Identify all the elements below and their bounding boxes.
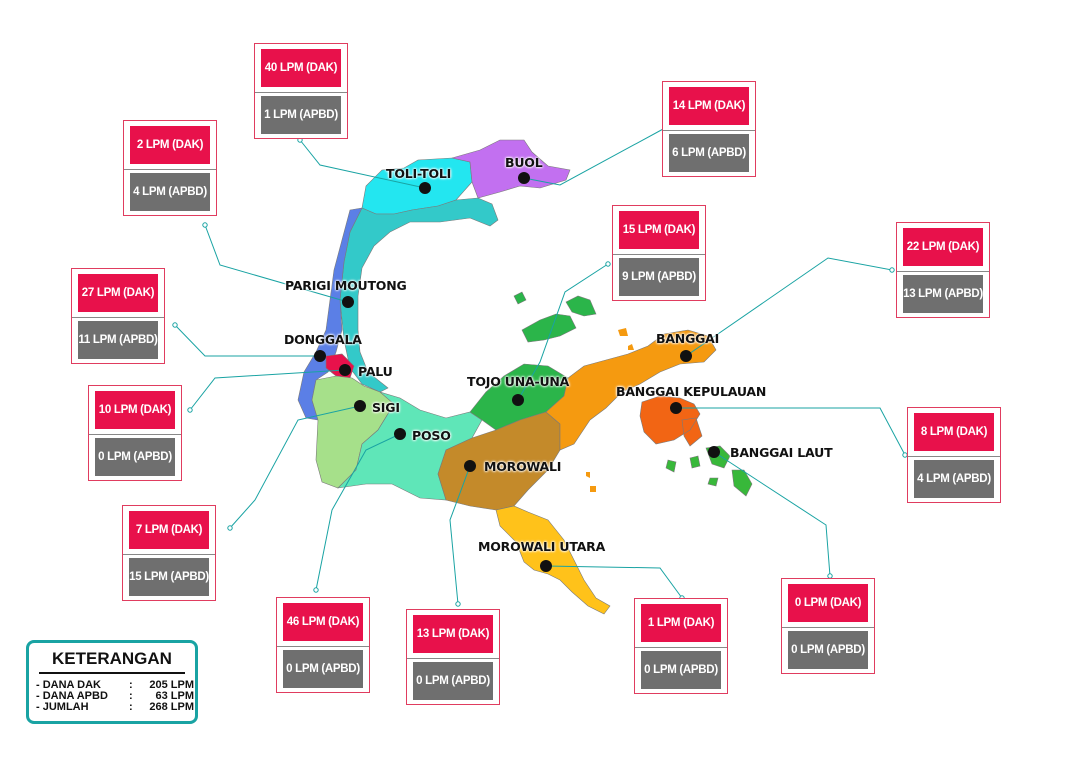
marker-tolitoli	[419, 182, 431, 194]
dak-value: 27 LPM (DAK)	[78, 274, 158, 312]
region-banggai	[545, 329, 717, 451]
label-banggailaut: BANGGAI LAUT	[730, 445, 833, 460]
label-banggai: BANGGAI	[656, 331, 720, 346]
apbd-value: 11 LPM (APBD)	[78, 321, 158, 359]
dak-value: 40 LPM (DAK)	[261, 49, 341, 87]
legend-value: 205 LPM	[149, 679, 194, 691]
apbd-value: 0 LPM (APBD)	[283, 650, 363, 688]
apbd-value: 15 LPM (APBD)	[129, 558, 209, 596]
apbd-value: 0 LPM (APBD)	[413, 662, 493, 700]
label-donggala: DONGGALA	[284, 332, 362, 347]
marker-banggailaut	[708, 446, 720, 458]
label-sigi: SIGI	[372, 400, 400, 415]
apbd-value: 4 LPM (APBD)	[130, 173, 210, 211]
dak-value: 10 LPM (DAK)	[95, 391, 175, 429]
dak-value: 2 LPM (DAK)	[130, 126, 210, 164]
dak-value: 8 LPM (DAK)	[914, 413, 994, 451]
box-palu: 10 LPM (DAK) 0 LPM (APBD)	[88, 385, 182, 481]
box-buol: 14 LPM (DAK) 6 LPM (APBD)	[662, 81, 756, 177]
legend-panel: KETERANGAN - DANA DAK : 205 LPM - DANA A…	[26, 640, 198, 724]
apbd-value: 13 LPM (APBD)	[903, 275, 983, 313]
apbd-value: 0 LPM (APBD)	[788, 631, 868, 669]
marker-banggaikep	[670, 402, 682, 414]
marker-tojo	[512, 394, 524, 406]
apbd-value: 0 LPM (APBD)	[641, 651, 721, 689]
marker-palu	[339, 364, 351, 376]
legend-colon: :	[129, 690, 133, 702]
label-parigi: PARIGI MOUTONG	[285, 278, 407, 293]
legend-value: 63 LPM	[155, 690, 194, 702]
label-buol: BUOL	[505, 155, 543, 170]
dak-value: 22 LPM (DAK)	[903, 228, 983, 266]
marker-buol	[518, 172, 530, 184]
region-buol	[451, 139, 571, 199]
marker-donggala	[314, 350, 326, 362]
label-banggaikep: BANGGAI KEPULAUAN	[616, 384, 767, 399]
box-banggailaut: 0 LPM (DAK) 0 LPM (APBD)	[781, 578, 875, 674]
legend-key: - DANA APBD	[36, 690, 108, 702]
dak-value: 15 LPM (DAK)	[619, 211, 699, 249]
label-palu: PALU	[358, 364, 393, 379]
box-morowali: 13 LPM (DAK) 0 LPM (APBD)	[406, 609, 500, 705]
dak-value: 0 LPM (DAK)	[788, 584, 868, 622]
box-tojo: 15 LPM (DAK) 9 LPM (APBD)	[612, 205, 706, 301]
legend-title: KETERANGAN	[52, 649, 172, 668]
legend-colon: :	[129, 679, 133, 691]
dak-value: 1 LPM (DAK)	[641, 604, 721, 642]
islet	[618, 328, 634, 350]
legend-divider	[39, 672, 185, 674]
label-tojo: TOJO UNA-UNA	[467, 374, 570, 389]
marker-parigi	[342, 296, 354, 308]
legend-value: 268 LPM	[149, 701, 194, 713]
islet	[586, 472, 596, 492]
label-poso: POSO	[412, 428, 451, 443]
box-donggala: 27 LPM (DAK) 11 LPM (APBD)	[71, 268, 165, 364]
apbd-value: 9 LPM (APBD)	[619, 258, 699, 296]
apbd-value: 0 LPM (APBD)	[95, 438, 175, 476]
marker-morowaliutara	[540, 560, 552, 572]
legend-colon: :	[129, 701, 133, 713]
region-morowali	[437, 411, 561, 511]
dak-value: 46 LPM (DAK)	[283, 603, 363, 641]
legend-key: - DANA DAK	[36, 679, 101, 691]
dak-value: 14 LPM (DAK)	[669, 87, 749, 125]
marker-sigi	[354, 400, 366, 412]
box-banggaikep: 8 LPM (DAK) 4 LPM (APBD)	[907, 407, 1001, 503]
box-parigi: 2 LPM (DAK) 4 LPM (APBD)	[123, 120, 217, 216]
city-markers	[314, 172, 720, 572]
label-morowaliutara: MOROWALI UTARA	[478, 539, 606, 554]
region-parigi	[339, 197, 499, 393]
dak-value: 7 LPM (DAK)	[129, 511, 209, 549]
region-banggailaut	[665, 445, 753, 497]
legend-key: - JUMLAH	[36, 701, 89, 713]
marker-banggai	[680, 350, 692, 362]
box-morowaliutara: 1 LPM (DAK) 0 LPM (APBD)	[634, 598, 728, 694]
apbd-value: 4 LPM (APBD)	[914, 460, 994, 498]
box-poso: 46 LPM (DAK) 0 LPM (APBD)	[276, 597, 370, 693]
box-banggai: 22 LPM (DAK) 13 LPM (APBD)	[896, 222, 990, 318]
apbd-value: 6 LPM (APBD)	[669, 134, 749, 172]
box-tolitoli: 40 LPM (DAK) 1 LPM (APBD)	[254, 43, 348, 139]
leader-lines	[174, 127, 906, 605]
dak-value: 13 LPM (DAK)	[413, 615, 493, 653]
marker-morowali	[464, 460, 476, 472]
label-morowali: MOROWALI	[484, 459, 562, 474]
region-tojo-islands	[513, 291, 597, 343]
label-tolitoli: TOLI-TOLI	[386, 166, 452, 181]
region-morowaliutara	[495, 505, 611, 615]
marker-poso	[394, 428, 406, 440]
region-banggaikep	[639, 395, 703, 447]
box-sigi: 7 LPM (DAK) 15 LPM (APBD)	[122, 505, 216, 601]
apbd-value: 1 LPM (APBD)	[261, 96, 341, 134]
